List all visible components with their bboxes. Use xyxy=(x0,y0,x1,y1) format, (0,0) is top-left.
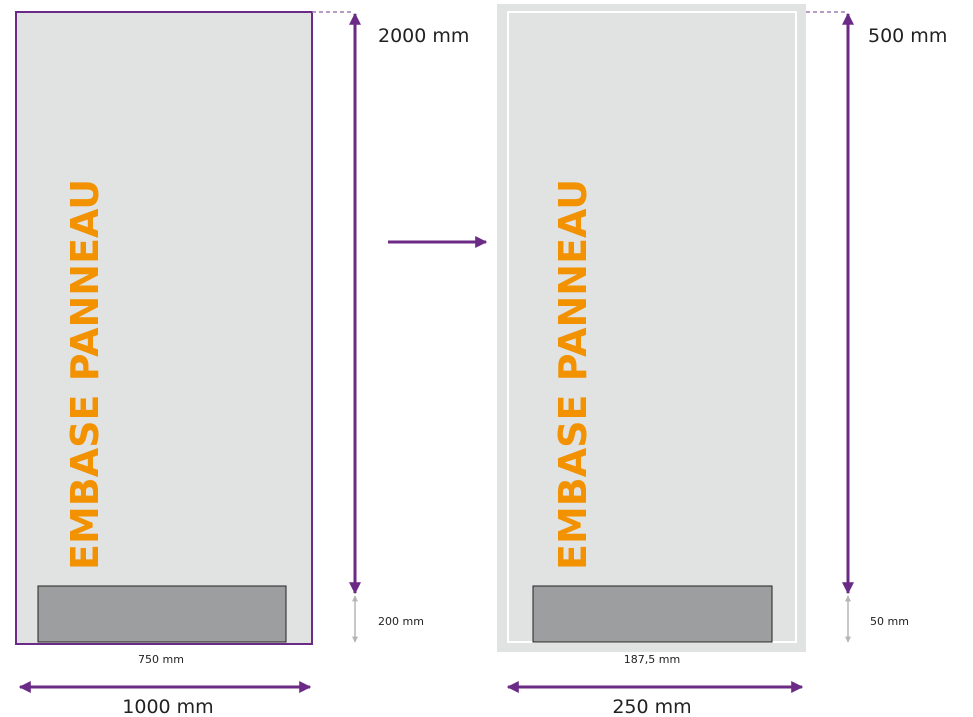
right-panel-title: EMBASE PANNEAU xyxy=(551,179,595,570)
left-panel-title: EMBASE PANNEAU xyxy=(63,179,107,570)
left-panel-body xyxy=(15,11,313,645)
left-panel: EMBASE PANNEAU 2000 mm 200 mm 750 mm 100… xyxy=(15,11,469,717)
right-panel: EMBASE PANNEAU 500 mm 50 mm 187,5 mm 250… xyxy=(497,4,947,717)
right-base-height-label: 50 mm xyxy=(870,615,909,628)
left-panel-base xyxy=(37,585,287,643)
right-width-label: 250 mm xyxy=(612,696,691,717)
left-base-height-label: 200 mm xyxy=(378,615,424,628)
left-base-width-label: 750 mm xyxy=(138,653,184,666)
right-panel-base xyxy=(532,585,773,643)
right-height-label: 500 mm xyxy=(868,25,947,47)
left-height-label: 2000 mm xyxy=(378,25,469,47)
right-base-width-label: 187,5 mm xyxy=(624,653,680,666)
left-width-label: 1000 mm xyxy=(122,696,213,717)
